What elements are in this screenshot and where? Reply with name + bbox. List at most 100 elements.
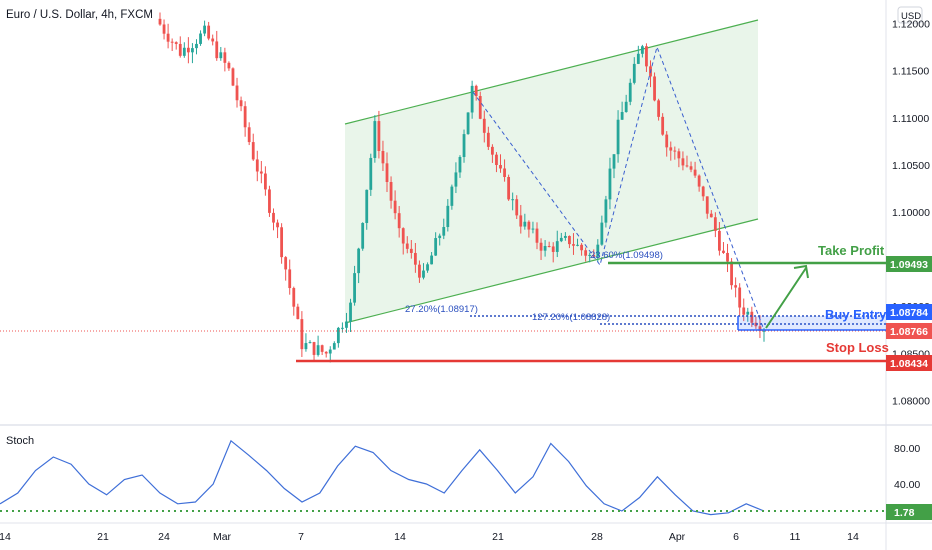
price-tick-label: 1.11500 <box>892 66 929 78</box>
candle <box>503 159 506 182</box>
candle <box>284 256 288 281</box>
candle <box>422 263 425 280</box>
candle <box>673 146 677 160</box>
candle <box>385 152 389 193</box>
stoch-axis[interactable]: 80.00 40.00 <box>894 443 920 491</box>
candle <box>511 192 515 211</box>
candle <box>689 161 693 173</box>
candle <box>219 46 223 61</box>
candle <box>336 326 340 348</box>
candle <box>405 236 409 254</box>
candles <box>158 12 766 363</box>
candle <box>438 233 442 246</box>
candle <box>215 30 219 61</box>
time-axis[interactable]: 14 21 24 Mar 7 14 21 28 Apr 6 11 14 <box>0 531 859 543</box>
candle <box>693 161 697 178</box>
currency-button[interactable]: USD <box>897 6 923 24</box>
candle <box>276 219 279 239</box>
price-axis[interactable]: 1.120001.115001.110001.105001.100001.095… <box>892 19 930 408</box>
candle <box>207 21 211 41</box>
candle <box>701 185 705 201</box>
stoch-pane[interactable] <box>0 426 886 522</box>
candle <box>462 129 466 163</box>
projection-arrow-icon[interactable] <box>765 264 809 329</box>
candle <box>166 23 170 49</box>
candle <box>263 166 267 196</box>
candle <box>563 232 567 241</box>
price-tick-label: 1.10000 <box>892 207 930 219</box>
candle <box>426 262 429 273</box>
candle <box>174 41 178 50</box>
candle <box>559 232 563 243</box>
candle <box>320 344 324 356</box>
stop-loss-label: Stop Loss <box>826 340 889 355</box>
candle <box>369 153 373 196</box>
candle <box>170 38 174 52</box>
candle <box>292 286 296 316</box>
time-tick-label: Apr <box>669 531 686 543</box>
candle <box>482 110 486 143</box>
stoch-line[interactable] <box>0 439 765 516</box>
candle <box>645 43 648 72</box>
candle <box>478 91 482 120</box>
candle <box>235 77 239 108</box>
candle <box>588 252 592 263</box>
candle <box>718 222 721 256</box>
tag-buy-entry: 1.08784 <box>886 304 932 320</box>
candle <box>681 151 685 171</box>
candle <box>239 96 243 112</box>
candle <box>584 247 588 262</box>
candle <box>466 112 470 135</box>
candle <box>657 98 661 121</box>
buy-entry-zone[interactable] <box>738 316 886 330</box>
candle <box>677 148 681 168</box>
candle <box>377 110 381 159</box>
candle <box>324 351 328 358</box>
time-tick-label: 14 <box>847 531 859 543</box>
candle <box>608 157 612 210</box>
candle <box>268 185 271 217</box>
candle <box>353 265 356 306</box>
candle <box>357 247 361 284</box>
fib-label-27: 27.20%(1.08917) <box>405 304 478 315</box>
candle <box>158 12 162 26</box>
candle <box>555 230 559 258</box>
candle <box>596 239 600 262</box>
price-pane[interactable] <box>0 0 886 424</box>
fib-label-127: 127.20%(1.08828) <box>532 312 610 323</box>
harmonic-pattern-line[interactable] <box>472 45 765 331</box>
candle <box>685 155 689 168</box>
candle <box>450 184 454 210</box>
tag-current-text: 1.08766 <box>890 326 928 338</box>
candle <box>373 115 377 163</box>
tag-stop-loss: 1.08434 <box>886 355 932 371</box>
candle <box>539 238 543 260</box>
candle <box>191 43 194 64</box>
candle <box>470 80 474 119</box>
candle <box>203 20 206 37</box>
candle <box>454 162 458 194</box>
candle <box>349 298 352 333</box>
candle <box>734 277 738 298</box>
price-tick-label: 1.08000 <box>892 395 930 407</box>
candle <box>665 131 669 157</box>
candle <box>255 150 259 182</box>
candle <box>312 341 316 361</box>
channel-lower-line[interactable] <box>344 218 759 324</box>
candle <box>632 57 636 85</box>
candle <box>486 126 490 151</box>
candle <box>247 122 251 146</box>
candle <box>223 47 227 72</box>
tag-stop-loss-text: 1.08434 <box>890 358 928 370</box>
candle <box>300 311 304 358</box>
candle <box>523 213 527 230</box>
candle <box>572 233 575 255</box>
channel-upper-line[interactable] <box>344 19 759 125</box>
candle <box>576 238 579 247</box>
candle <box>507 174 511 201</box>
time-tick-label: Mar <box>213 531 232 543</box>
candle <box>434 232 438 256</box>
candle <box>531 221 535 234</box>
tag-stoch-text: 1.78 <box>894 507 915 519</box>
